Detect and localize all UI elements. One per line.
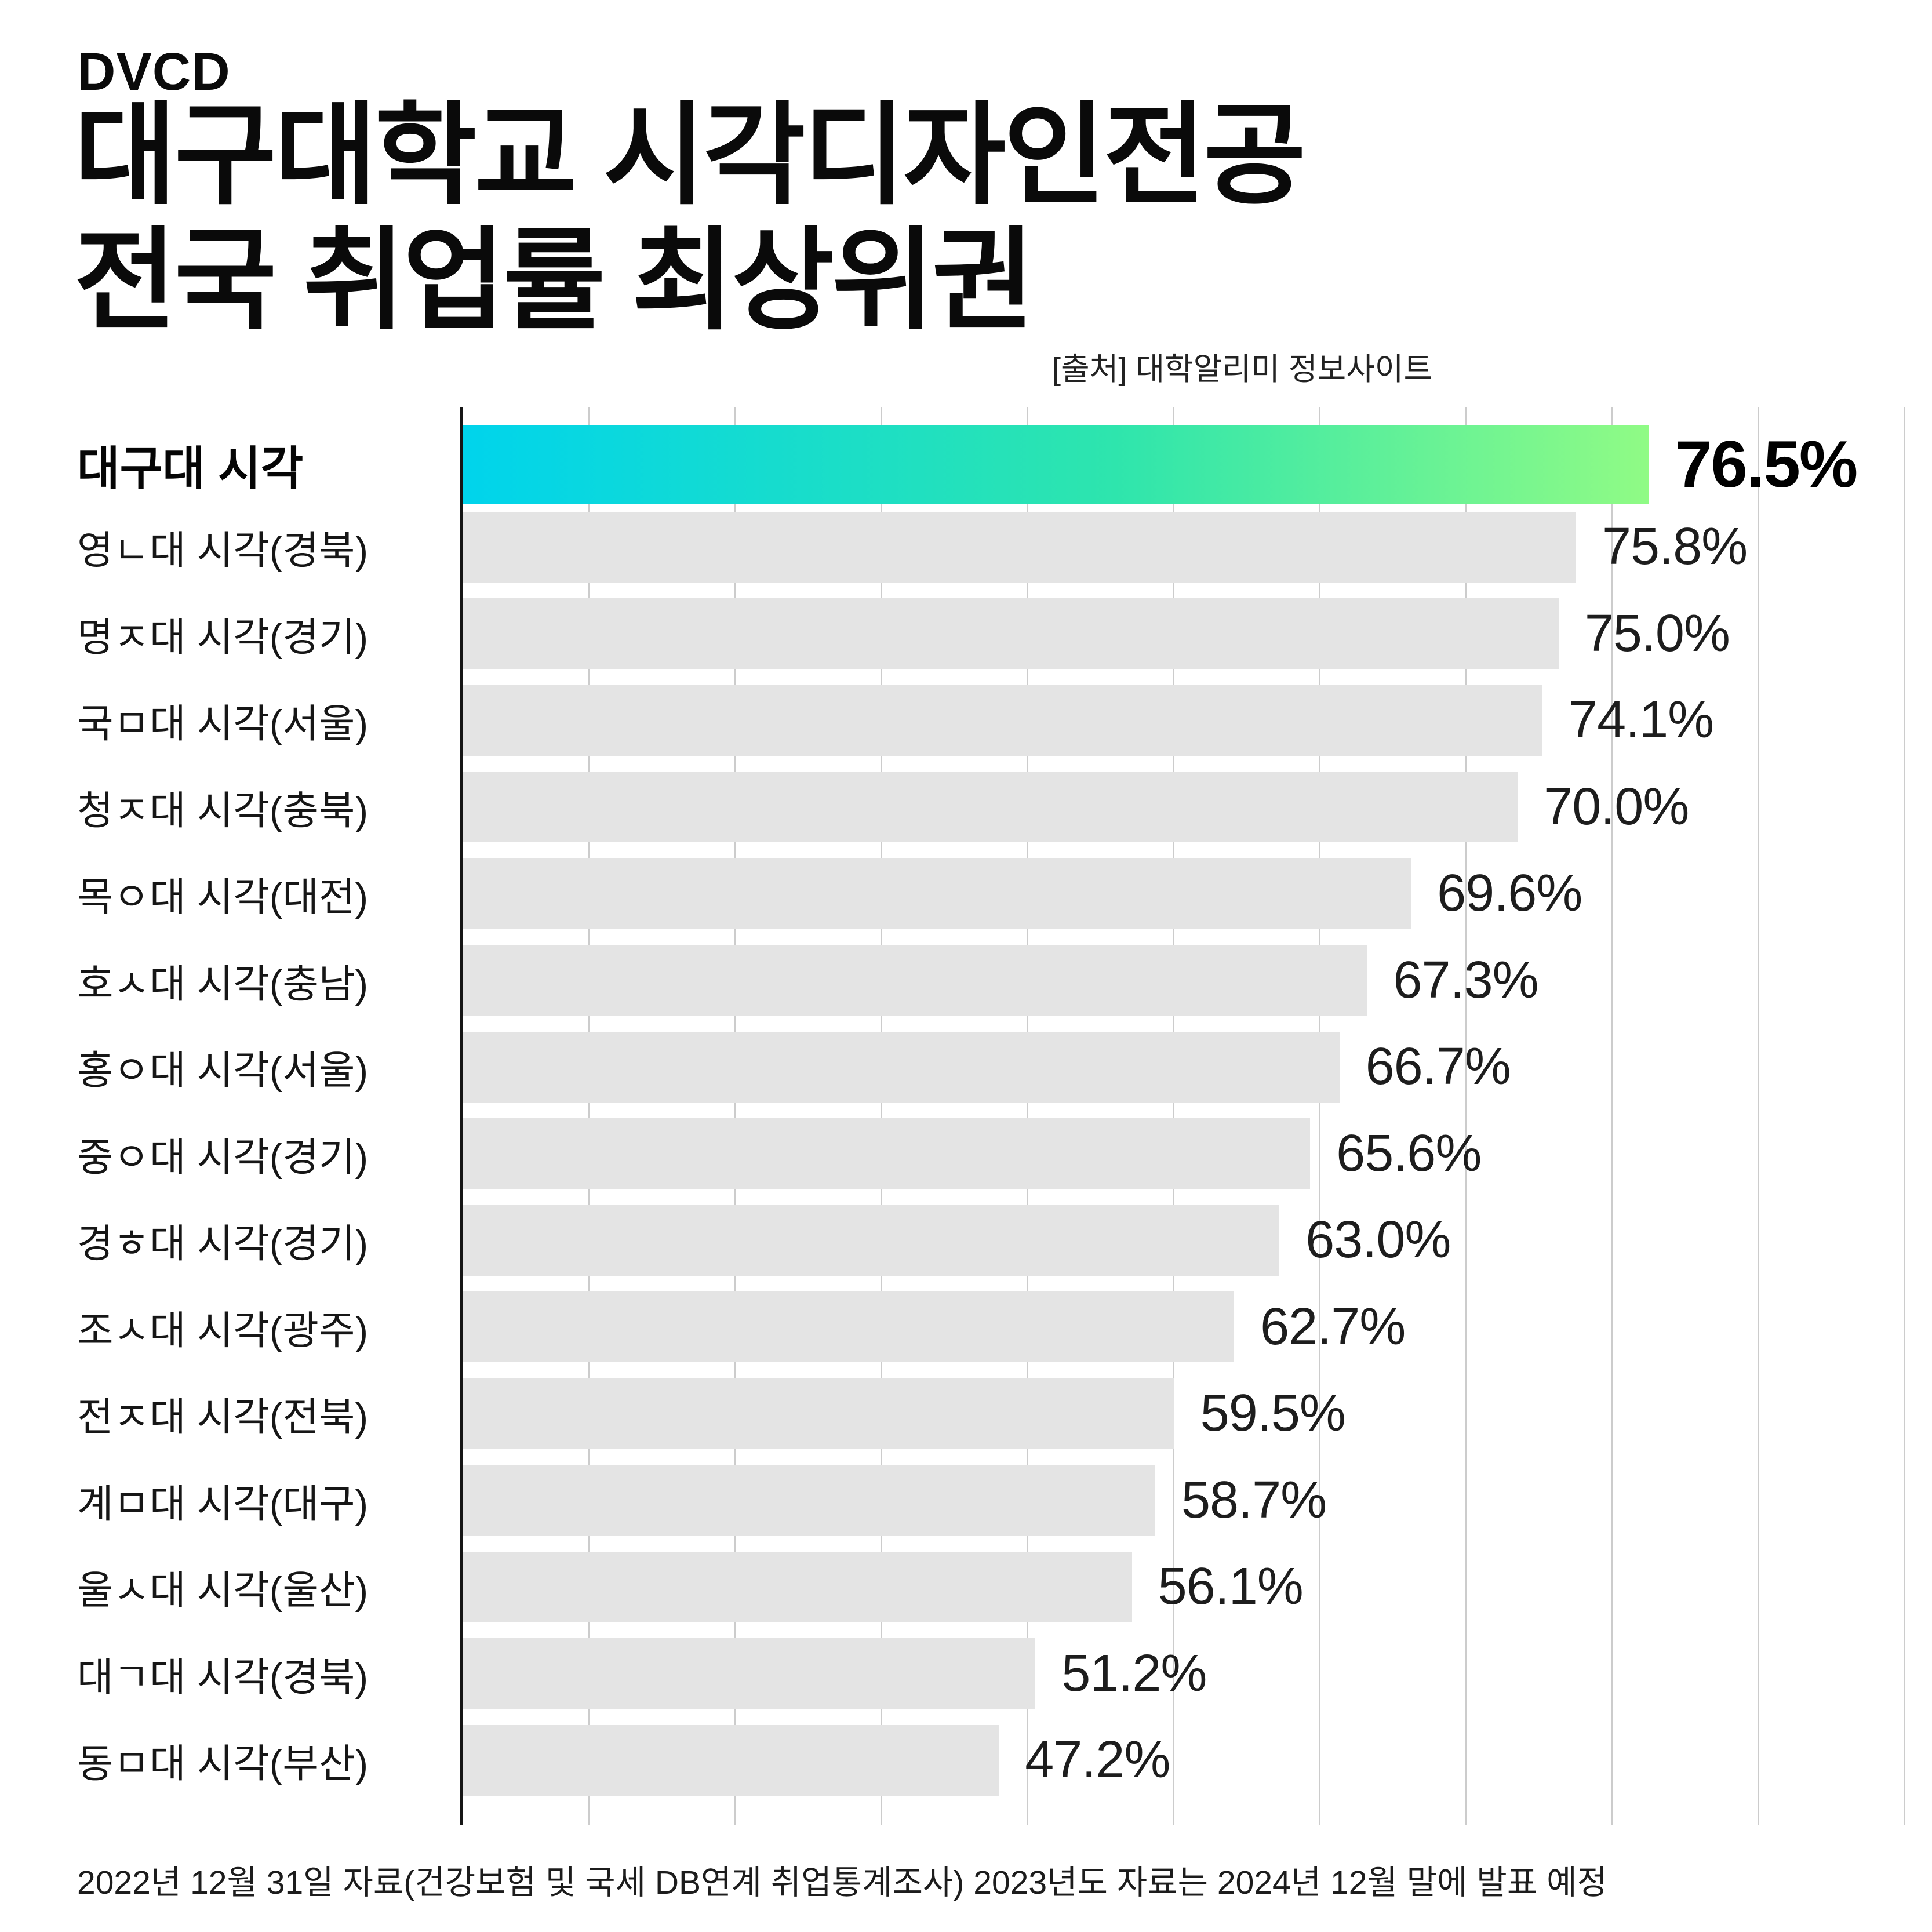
bar (463, 1118, 1311, 1189)
row-label: 울ㅅ대 시각(울산) (77, 1569, 369, 1613)
bar (463, 1205, 1280, 1276)
row-label: 청ㅈ대 시각(충북) (77, 788, 369, 833)
value-label: 51.2% (1061, 1644, 1207, 1702)
row-label: 호ㅅ대 시각(충남) (77, 962, 369, 1006)
gridline (1611, 407, 1613, 1825)
row-label: 목ㅇ대 시각(대전) (77, 875, 369, 919)
value-label: 47.2% (1025, 1731, 1170, 1789)
source-note: [출처] 대학알리미 정보사이트 (1052, 352, 1433, 387)
y-axis-line (460, 407, 463, 1825)
bar (463, 598, 1559, 669)
value-label: 63.0% (1305, 1211, 1451, 1269)
value-label: 75.0% (1584, 604, 1730, 663)
value-label: 58.7% (1181, 1471, 1327, 1529)
bar (463, 772, 1518, 842)
row-label: 대ㄱ대 시각(경북) (77, 1655, 369, 1700)
row-label: 영ㄴ대 시각(경북) (77, 529, 369, 573)
bar (463, 511, 1576, 583)
value-label: 74.1% (1569, 691, 1714, 749)
value-label: 75.8% (1602, 518, 1748, 576)
title-line-2: 전국 취업률 최상위권 (74, 218, 1034, 343)
row-label: 대구대 시각 (77, 442, 304, 494)
value-label: 69.6% (1437, 864, 1582, 922)
bar (463, 945, 1367, 1016)
value-label: 62.7% (1260, 1297, 1406, 1356)
bar (463, 1551, 1132, 1622)
gridline (1757, 407, 1759, 1825)
row-label: 조ㅅ대 시각(광주) (77, 1308, 369, 1353)
bar (463, 685, 1543, 756)
row-label: 명ㅈ대 시각(경기) (77, 615, 369, 660)
bar (463, 1378, 1174, 1449)
row-label: 전ㅈ대 시각(전북) (77, 1395, 369, 1439)
logo: DVCD (77, 42, 231, 101)
gridline (1027, 407, 1028, 1825)
bar (463, 1465, 1155, 1536)
row-label: 국ㅁ대 시각(서울) (77, 702, 369, 746)
footnote: 2022년 12월 31일 자료(건강보험 및 국세 DB연계 취업통계조사) … (77, 1864, 1607, 1901)
value-label: 65.6% (1336, 1124, 1482, 1183)
gridline (1319, 407, 1320, 1825)
title-line-1: 대구대학교 시각디자인전공 (74, 93, 1306, 217)
bar (463, 1031, 1340, 1103)
value-label: 59.5% (1200, 1384, 1346, 1442)
value-label: 67.3% (1393, 951, 1538, 1009)
bar (463, 425, 1650, 504)
gridline (881, 407, 882, 1825)
page-title: 대구대학교 시각디자인전공 전국 취업률 최상위권 (74, 93, 1306, 343)
value-label: 70.0% (1544, 777, 1689, 836)
row-label: 중ㅇ대 시각(경기) (77, 1135, 369, 1180)
bar (463, 1724, 999, 1796)
row-label: 동ㅁ대 시각(부산) (77, 1742, 369, 1786)
gridline (734, 407, 736, 1825)
bar (463, 1638, 1036, 1709)
value-label: 76.5% (1675, 428, 1858, 501)
gridline (1173, 407, 1174, 1825)
value-label: 56.1% (1158, 1558, 1304, 1616)
row-label: 계ㅁ대 시각(대구) (77, 1482, 369, 1526)
value-label: 66.7% (1365, 1038, 1511, 1096)
row-label: 홍ㅇ대 시각(서울) (77, 1049, 369, 1093)
bar (463, 1291, 1235, 1362)
gridline (1903, 407, 1905, 1825)
row-label: 경ㅎ대 시각(경기) (77, 1222, 369, 1266)
bar (463, 858, 1411, 929)
gridline (1465, 407, 1467, 1825)
gridline (588, 407, 590, 1825)
